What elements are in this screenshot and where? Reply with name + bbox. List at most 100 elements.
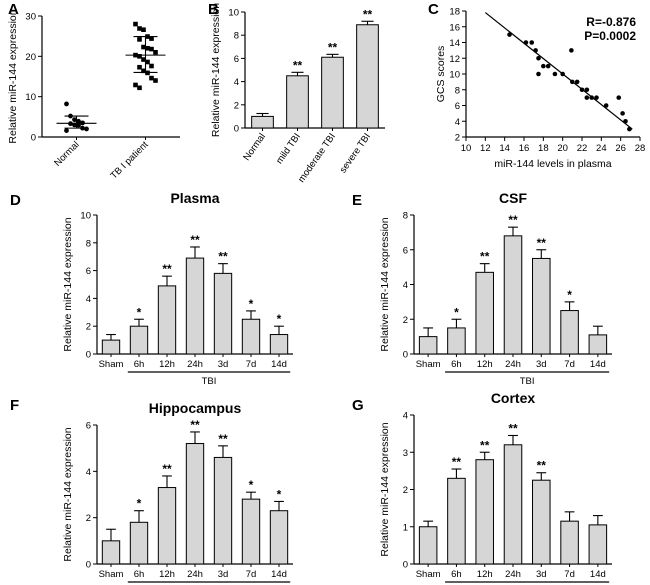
x-tick-label: 10	[461, 143, 472, 154]
y-tick-label: 0	[86, 350, 91, 361]
data-point	[153, 78, 158, 83]
y-axis-label: Relative miR-144 expression	[62, 217, 74, 351]
x-tick-label: 7d	[246, 359, 257, 370]
data-point	[141, 27, 146, 33]
data-point	[149, 75, 154, 81]
x-tick-label: 3d	[536, 569, 547, 580]
y-tick-label: 10	[80, 211, 91, 222]
panel-b: B 0 2 4 6 8 10 Relative miR-144 expression Norma…	[208, 1, 385, 185]
y-tick-label: 8	[86, 238, 91, 249]
data-point	[153, 50, 158, 55]
x-tick-label: moderate TBI	[296, 131, 338, 184]
x-tick-label: 14d	[590, 359, 606, 370]
panel-a: A 0 10 20 30 Relative miR-144 expression Norma…	[7, 1, 180, 181]
bar	[129, 521, 149, 565]
significance-label: *	[277, 487, 282, 501]
bar	[321, 56, 344, 129]
bar	[157, 487, 177, 565]
bar	[213, 456, 233, 565]
correlation-r: R=-0.876	[586, 15, 636, 29]
y-tick-label: 3	[403, 448, 408, 459]
y-tick-label: 2	[403, 315, 408, 326]
significance-label: *	[277, 312, 282, 326]
x-tick-label: 7d	[564, 569, 575, 580]
bar	[588, 334, 608, 355]
data-point	[149, 36, 154, 41]
bar	[213, 272, 233, 355]
y-tick-label: 6	[455, 101, 460, 112]
bar	[475, 459, 494, 565]
x-tick-label: 3d	[218, 359, 229, 370]
y-tick-label: 2	[403, 485, 408, 496]
data-point	[529, 40, 535, 45]
y-axis-label: Relative miR-144 expression	[62, 427, 74, 561]
x-tick-label: 14d	[271, 569, 287, 580]
y-tick-label: 1	[403, 522, 408, 533]
significance-label: **	[480, 438, 490, 452]
significance-label: **	[537, 459, 547, 473]
x-tick-label: 6h	[134, 359, 145, 370]
data-point	[594, 95, 599, 100]
significance-label: *	[249, 478, 254, 492]
y-tick-label: 0	[403, 560, 408, 571]
bar	[560, 520, 579, 565]
panel-letter: F	[10, 397, 19, 414]
significance-label: **	[218, 250, 228, 264]
y-tick-label: 14	[449, 38, 460, 49]
significance-label: **	[537, 236, 547, 250]
x-tick-label: 24	[596, 143, 607, 154]
x-tick-label: 14d	[590, 569, 606, 580]
x-tick-label: 24h	[187, 569, 203, 580]
bar	[251, 115, 274, 129]
y-tick-label: 4	[403, 280, 408, 291]
data-point	[76, 118, 81, 124]
panel-letter: C	[428, 1, 439, 18]
y-tick-label: 2	[234, 100, 239, 111]
y-tick-label: 2	[86, 322, 91, 333]
x-tick-label: 7d	[246, 569, 257, 580]
panel-letter: G	[352, 397, 364, 414]
bar	[286, 75, 309, 129]
x-tick-label: 6h	[134, 569, 145, 580]
significance-label: *	[137, 497, 142, 511]
data-point	[545, 63, 551, 69]
x-tick-label: 12h	[477, 569, 493, 580]
bar	[532, 479, 551, 565]
significance-label: *	[454, 305, 459, 319]
bar	[241, 498, 261, 565]
y-tick-label: 8	[455, 85, 460, 96]
x-tick-label: 6h	[451, 359, 462, 370]
data-point	[620, 111, 625, 116]
data-point	[76, 122, 81, 128]
x-tick-label: 26	[615, 143, 626, 154]
panel-letter: E	[352, 192, 362, 209]
y-tick-label: 2	[86, 513, 91, 524]
x-tick-label: 14	[499, 143, 510, 154]
data-point	[141, 57, 146, 62]
x-tick-label: 24h	[505, 569, 521, 580]
data-point	[603, 103, 609, 108]
data-point	[536, 55, 541, 61]
bar	[101, 339, 121, 355]
y-tick-label: 16	[449, 22, 460, 33]
y-tick-label: 6	[403, 245, 408, 256]
data-point	[616, 95, 622, 100]
y-tick-label: 8	[234, 31, 239, 42]
y-tick-label: 10	[228, 8, 239, 19]
data-point	[84, 126, 89, 132]
panel-title: CSF	[499, 190, 527, 206]
bar	[185, 443, 205, 565]
bar	[129, 325, 149, 355]
bar	[185, 257, 205, 355]
significance-label: *	[567, 288, 572, 302]
bar	[503, 235, 523, 355]
x-tick-label: Sham	[99, 569, 124, 580]
significance-label: *	[249, 297, 254, 311]
data-point	[574, 79, 580, 85]
y-tick-label: 12	[449, 54, 460, 65]
data-point	[72, 117, 77, 123]
data-point	[64, 101, 69, 107]
x-tick-label: 24h	[187, 359, 203, 370]
